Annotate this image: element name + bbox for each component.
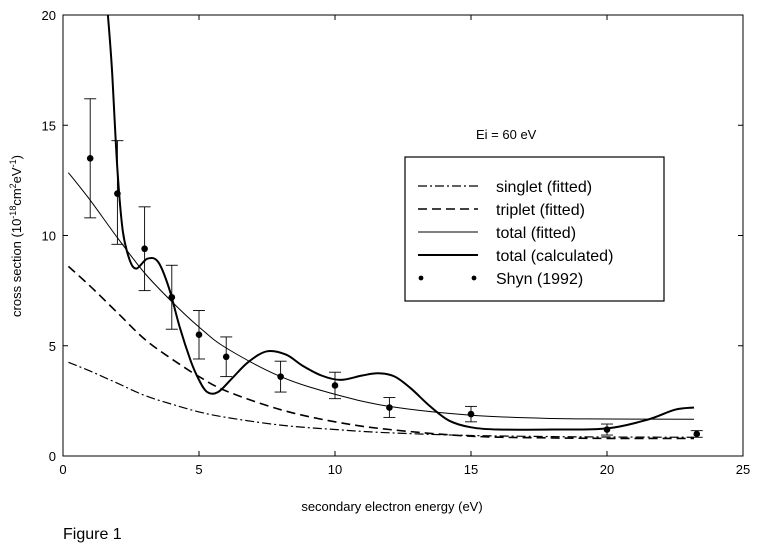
data-point	[386, 404, 393, 411]
data-point	[331, 382, 339, 389]
y-tick-label: 20	[42, 8, 56, 23]
legend-label: Shyn (1992)	[496, 271, 583, 288]
y-tick-label: 10	[42, 229, 56, 244]
figure-caption: Figure 1	[63, 526, 122, 543]
legend-entry: singlet (fitted)	[418, 179, 592, 196]
y-tick-label: 15	[42, 118, 56, 133]
data-point	[277, 373, 284, 380]
data-point	[467, 410, 475, 418]
data-point	[114, 190, 121, 197]
legend-marker	[418, 275, 424, 281]
chart: 0 5 10 15 20 25 0 5 10 15 20 Ei = 60 eV singlet (f…	[8, 8, 750, 514]
legend-label: total (calculated)	[496, 248, 613, 265]
x-tick-label: 20	[600, 462, 614, 477]
legend-entry: total (fitted)	[418, 225, 576, 242]
y-axis-label: cross section (10-18cm2eV-1)	[8, 155, 24, 317]
legend-label: triplet (fitted)	[496, 202, 585, 219]
data-point	[86, 155, 94, 162]
series-line-dashdot	[68, 361, 695, 438]
data-point	[603, 426, 611, 433]
x-tick-label: 0	[59, 462, 66, 477]
series-line-dashed	[67, 265, 694, 440]
series-line-thin	[68, 172, 695, 420]
data-point	[222, 353, 230, 361]
y-tick-label: 0	[49, 449, 56, 464]
legend-entry: total (calculated)	[418, 248, 613, 265]
series-line-thick	[106, 14, 695, 431]
legend-label: singlet (fitted)	[496, 179, 592, 196]
legend-entry: triplet (fitted)	[418, 202, 585, 219]
x-tick-label: 15	[464, 462, 478, 477]
x-tick-label: 5	[195, 462, 202, 477]
x-tick-label: 10	[328, 462, 342, 477]
legend-marker	[471, 275, 477, 281]
data-point	[693, 430, 701, 438]
data-point	[141, 245, 148, 253]
x-axis-label: secondary electron energy (eV)	[301, 499, 482, 514]
legend-frame	[404, 156, 665, 302]
legend-entry: Shyn (1992)	[418, 271, 583, 288]
data-point	[195, 331, 203, 339]
legend-label: total (fitted)	[496, 225, 576, 242]
x-tick-label: 25	[736, 462, 750, 477]
y-tick-label: 5	[49, 339, 56, 354]
annotation-label: Ei = 60 eV	[476, 127, 537, 142]
data-point	[168, 293, 176, 301]
